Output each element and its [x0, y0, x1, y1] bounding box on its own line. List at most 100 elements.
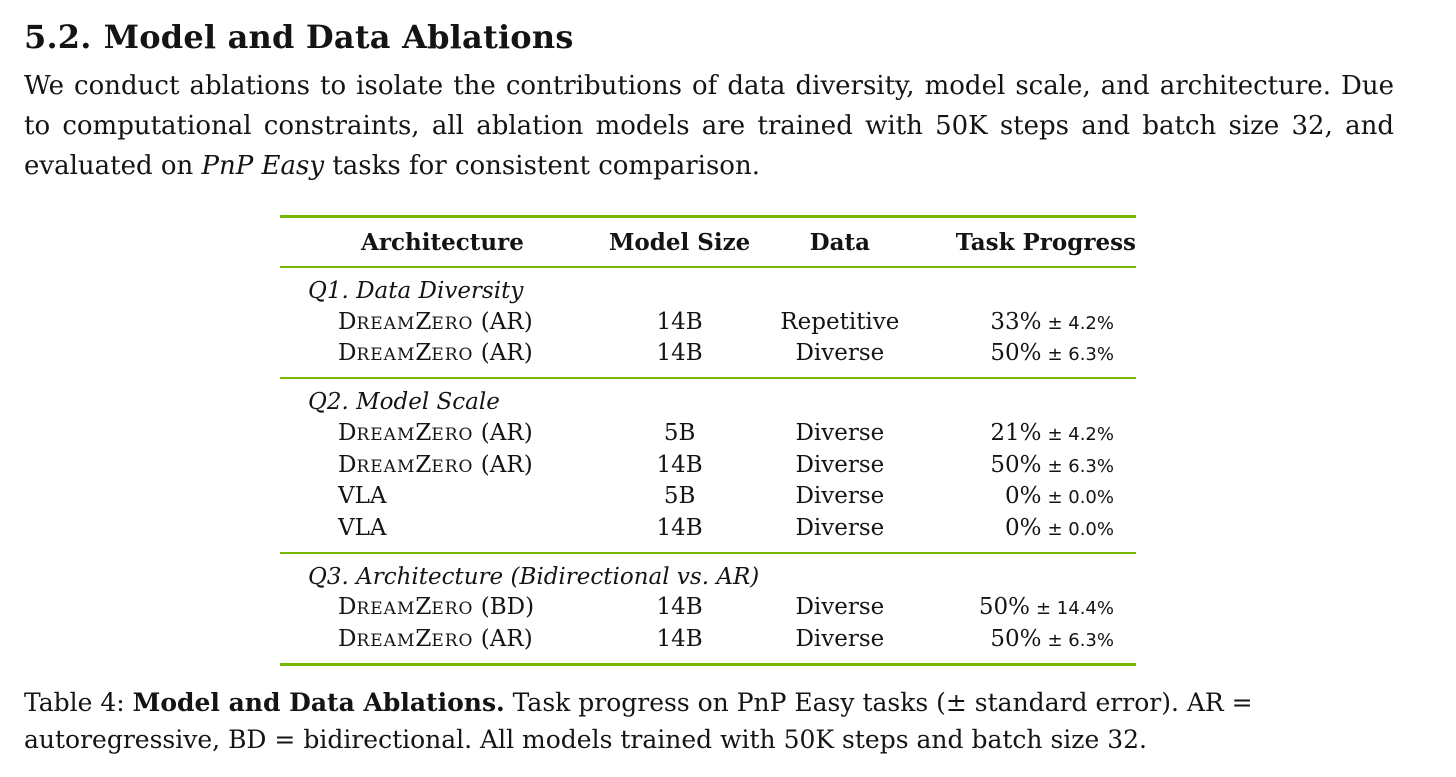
cell-model-size: 14B — [656, 451, 703, 478]
cell-task-progress: 50% ± 6.3% — [925, 449, 1136, 481]
arch-cap-1: D — [338, 340, 357, 367]
arch-name: VLA — [338, 483, 387, 510]
arch-small-2: ERO — [431, 313, 474, 334]
table-row: VLA 5B Diverse 0% ± 0.0% — [280, 480, 1136, 512]
arch-cap-2: Z — [415, 451, 432, 478]
progress-stderr: ± 4.2% — [1047, 423, 1114, 445]
table-header-row: Architecture Model Size Data Task Progre… — [280, 216, 1136, 268]
arch-variant: (AR) — [473, 340, 533, 367]
cell-task-progress: 33% ± 4.2% — [925, 306, 1136, 338]
group-row: Q2. Model Scale — [280, 378, 1136, 417]
arch-cap-2: Z — [415, 308, 432, 335]
intro-paragraph: We conduct ablations to isolate the cont… — [24, 66, 1394, 186]
table-row: DREAMZERO (AR) 14B Diverse 50% ± 6.3% — [280, 449, 1136, 481]
progress-value: 50% — [978, 594, 1030, 621]
arch-cap-1: D — [338, 419, 357, 446]
arch-small-2: ERO — [431, 345, 474, 366]
header-data: Data — [809, 228, 871, 256]
progress-value: 0% — [1004, 514, 1042, 541]
table-row: DREAMZERO (AR) 5B Diverse 21% ± 4.2% — [280, 417, 1136, 449]
progress-value: 0% — [1004, 483, 1042, 510]
cell-architecture: DREAMZERO (AR) — [280, 338, 605, 379]
cell-data: Diverse — [795, 625, 885, 652]
table-row: DREAMZERO (BD) 14B Diverse 50% ± 14.4% — [280, 592, 1136, 624]
cell-task-progress: 50% ± 14.4% — [925, 592, 1136, 624]
arch-cap-2: Z — [415, 594, 432, 621]
section-title: Model and Data Ablations — [103, 18, 574, 56]
arch-name: DREAMZERO — [338, 420, 474, 446]
arch-variant: (AR) — [473, 308, 533, 335]
table-row: DREAMZERO (AR) 14B Repetitive 33% ± 4.2% — [280, 306, 1136, 338]
group-label: Q1. Data Diversity — [308, 278, 524, 304]
progress-stderr: ± 6.3% — [1047, 455, 1114, 477]
cell-architecture: DREAMZERO (BD) — [280, 592, 605, 624]
cell-data: Diverse — [795, 514, 885, 541]
arch-cap-1: D — [338, 308, 357, 335]
paragraph-emphasis: PnP Easy — [201, 151, 325, 181]
group-row: Q3. Architecture (Bidirectional vs. AR) — [280, 552, 1136, 592]
cell-architecture: VLA — [280, 480, 605, 512]
table-row: DREAMZERO (AR) 14B Diverse 50% ± 6.3% — [280, 338, 1136, 379]
cell-architecture: DREAMZERO (AR) — [280, 306, 605, 338]
group-label: Q3. Architecture (Bidirectional vs. AR) — [308, 563, 760, 590]
ablation-table: Architecture Model Size Data Task Progre… — [280, 215, 1136, 666]
progress-stderr: ± 6.3% — [1047, 344, 1114, 366]
cell-model-size: 14B — [656, 625, 703, 652]
arch-small-1: REAM — [356, 424, 416, 445]
section-heading: 5.2. Model and Data Ablations — [24, 18, 574, 56]
group-label: Q2. Model Scale — [308, 389, 500, 416]
progress-value: 50% — [990, 451, 1042, 478]
arch-variant: (AR) — [473, 451, 533, 478]
arch-small-1: REAM — [356, 630, 416, 651]
cell-model-size: 14B — [656, 594, 703, 621]
arch-small-2: ERO — [431, 456, 474, 477]
table-caption: Table 4: Model and Data Ablations. Task … — [24, 684, 1394, 758]
cell-data: Repetitive — [780, 308, 900, 335]
cell-model-size: 14B — [656, 340, 703, 367]
progress-stderr: ± 14.4% — [1036, 598, 1114, 620]
paragraph-text: We conduct ablations to isolate the cont… — [24, 71, 1394, 181]
caption-label: Table 4: — [24, 688, 133, 717]
cell-model-size: 5B — [663, 419, 696, 446]
header-model-size: Model Size — [608, 228, 751, 256]
arch-name: DREAMZERO — [338, 452, 474, 478]
paragraph-text-end: tasks for consistent comparison. — [324, 151, 760, 181]
arch-cap-2: Z — [415, 340, 432, 367]
cell-task-progress: 50% ± 6.3% — [925, 623, 1136, 664]
arch-small-2: ERO — [431, 630, 474, 651]
arch-variant: (AR) — [473, 625, 533, 652]
header-architecture: Architecture — [361, 228, 524, 256]
arch-variant: (AR) — [473, 419, 533, 446]
arch-cap-2: Z — [415, 625, 432, 652]
cell-data: Diverse — [795, 594, 885, 621]
arch-name: DREAMZERO — [338, 594, 474, 620]
progress-stderr: ± 6.3% — [1047, 629, 1114, 651]
arch-variant: (BD) — [473, 594, 535, 621]
arch-small-1: REAM — [356, 599, 416, 620]
arch-cap-2: Z — [415, 419, 432, 446]
arch-name: DREAMZERO — [338, 626, 474, 652]
cell-task-progress: 50% ± 6.3% — [925, 338, 1136, 379]
arch-name: DREAMZERO — [338, 309, 474, 335]
cell-model-size: 14B — [656, 308, 703, 335]
cell-model-size: 14B — [656, 514, 703, 541]
cell-architecture: VLA — [280, 512, 605, 553]
table-row: DREAMZERO (AR) 14B Diverse 50% ± 6.3% — [280, 623, 1136, 665]
header-task-progress: Task Progress — [955, 228, 1136, 256]
cell-architecture: DREAMZERO (AR) — [280, 623, 605, 664]
arch-small-1: REAM — [356, 345, 416, 366]
caption-text: Task progress on PnP Easy tasks (± stand… — [24, 688, 1253, 754]
arch-name: VLA — [338, 514, 387, 541]
progress-value: 50% — [990, 340, 1042, 367]
cell-data: Diverse — [795, 483, 885, 510]
progress-value: 50% — [990, 625, 1042, 652]
cell-model-size: 5B — [663, 483, 696, 510]
arch-cap-1: D — [338, 451, 357, 478]
caption-bold: Model and Data Ablations. — [132, 688, 505, 717]
cell-data: Diverse — [795, 340, 885, 367]
arch-small-2: ERO — [431, 599, 474, 620]
arch-name: DREAMZERO — [338, 340, 474, 366]
cell-architecture: DREAMZERO (AR) — [280, 449, 605, 481]
cell-data: Diverse — [795, 451, 885, 478]
cell-data: Diverse — [795, 419, 885, 446]
